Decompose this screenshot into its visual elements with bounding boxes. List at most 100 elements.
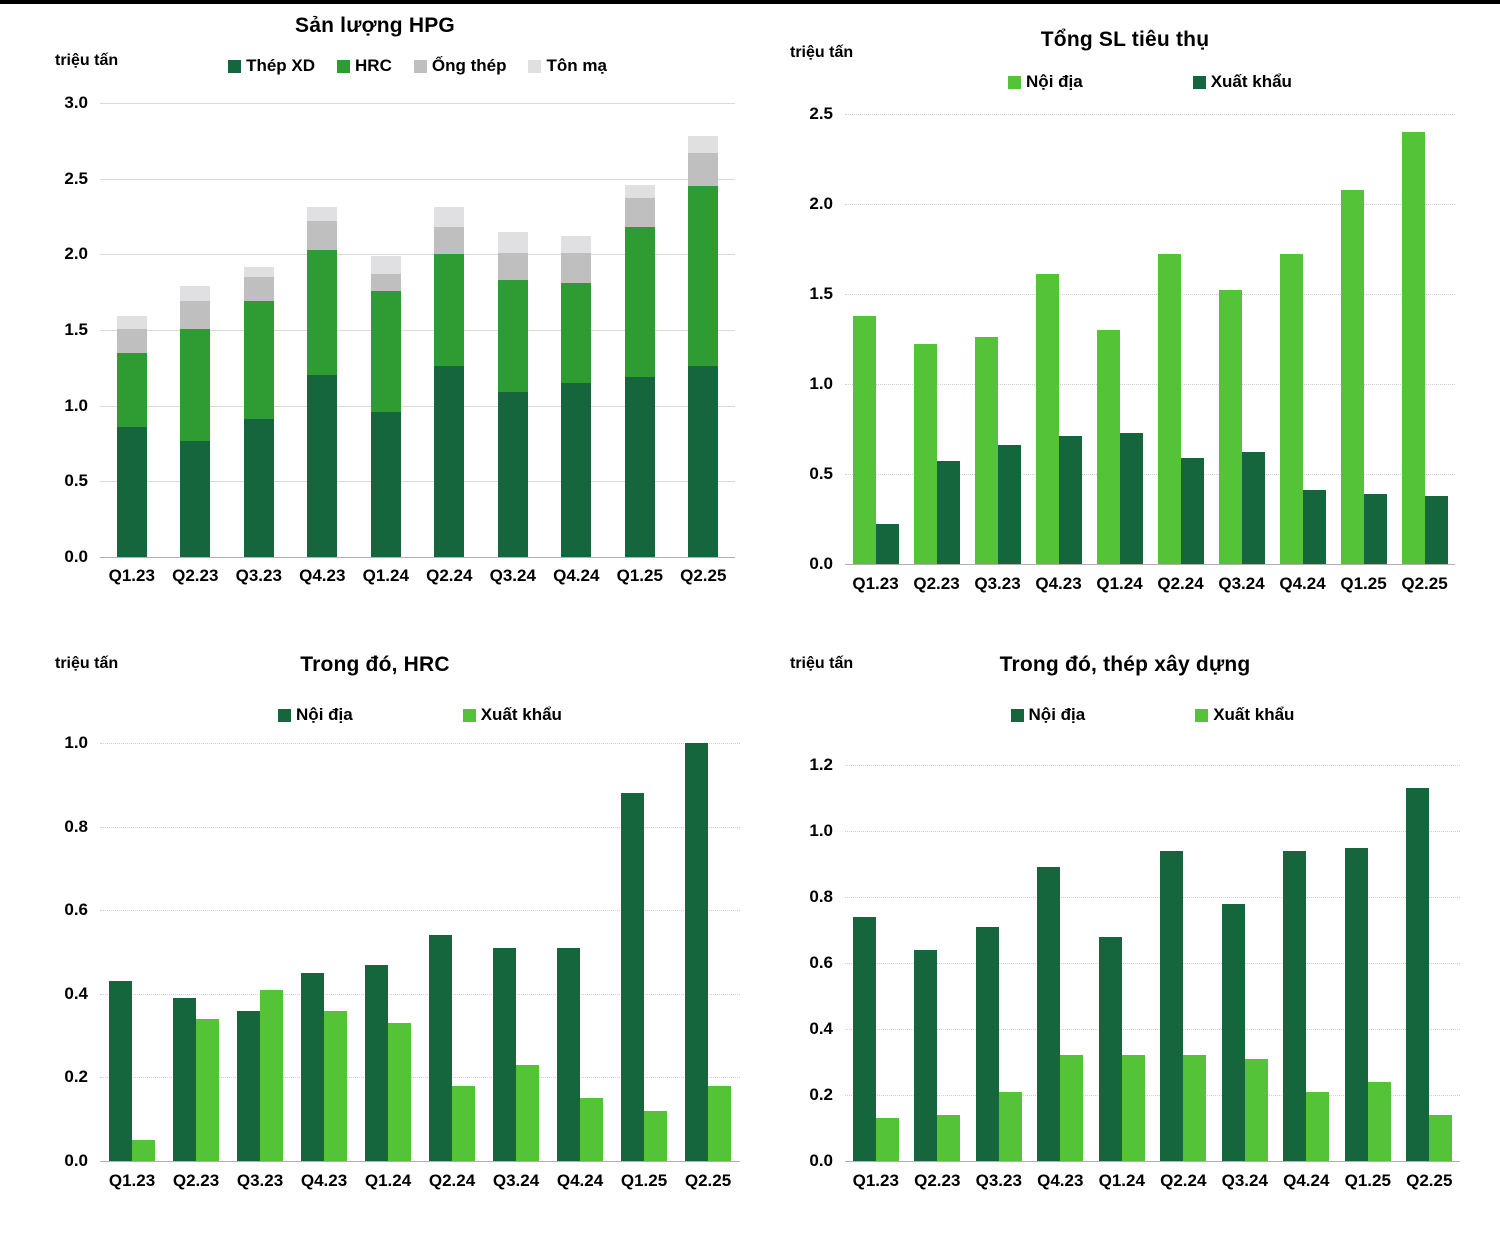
legend-swatch xyxy=(1192,75,1206,89)
bar-group xyxy=(548,743,612,1161)
y-tick-label: 1.0 xyxy=(64,733,88,752)
unit-label: triệu tấn xyxy=(55,655,119,672)
chart-title: Sản lượng HPG xyxy=(295,14,455,37)
bar-group xyxy=(1399,765,1461,1161)
x-tick-label: Q1.25 xyxy=(1340,574,1387,593)
bar-group xyxy=(291,103,355,557)
bar-group xyxy=(1211,114,1272,564)
bar-segment xyxy=(307,375,338,557)
bar-group xyxy=(1030,765,1092,1161)
bar-group xyxy=(484,743,548,1161)
gridline xyxy=(100,743,740,744)
bar xyxy=(1183,1055,1207,1161)
bar-segment xyxy=(688,152,719,187)
chart-title: Tổng SL tiêu thụ xyxy=(1040,28,1210,51)
bar-group xyxy=(228,743,292,1161)
legend-item: Nội địa xyxy=(278,705,353,725)
legend-item: Thép XD xyxy=(228,56,315,76)
legend-item: Nội địa xyxy=(1010,705,1085,725)
bar-segment xyxy=(116,328,147,353)
bar-group xyxy=(1091,765,1153,1161)
bar-segment xyxy=(116,316,147,329)
bar-group xyxy=(1394,114,1455,564)
bar-group xyxy=(1276,765,1338,1161)
legend: Nội địa Xuất khẩu xyxy=(100,705,740,725)
bar xyxy=(452,1085,475,1161)
gridline xyxy=(845,474,1455,475)
bar-segment xyxy=(434,227,465,255)
bar-group xyxy=(481,103,545,557)
y-tick-label: 0.2 xyxy=(64,1067,88,1087)
stacked-bar xyxy=(116,316,147,557)
bar xyxy=(1244,1058,1268,1161)
bar xyxy=(1098,936,1122,1161)
plot-area: 0.0 0.2 0.4 0.6 0.8 1.0 xyxy=(64,733,740,1170)
legend-item: Xuất khẩu xyxy=(1195,705,1294,725)
bar xyxy=(301,972,324,1161)
bar-group xyxy=(1337,765,1399,1161)
y-tick-label: 0.0 xyxy=(64,547,88,566)
stacked-bar xyxy=(243,266,274,557)
bar xyxy=(621,793,644,1161)
bar-segment xyxy=(497,280,528,392)
x-tick-label: Q1.24 xyxy=(1098,1171,1145,1190)
bar-segment xyxy=(180,440,211,557)
x-tick-label: Q1.24 xyxy=(362,566,409,585)
legend-swatch xyxy=(1195,708,1209,722)
bar-segment xyxy=(434,254,465,367)
y-tick-label: 0.5 xyxy=(64,471,88,491)
bar-group xyxy=(292,743,356,1161)
bar-group xyxy=(354,103,418,557)
y-tick-label: 0.8 xyxy=(809,887,833,906)
bar xyxy=(493,947,516,1161)
gridline xyxy=(100,1077,740,1079)
bar xyxy=(1363,493,1387,564)
gridline xyxy=(100,103,735,104)
panel-construction-steel: triệu tấn Trong đó, thép xây dựng Nội đị… xyxy=(750,625,1500,1243)
x-tick-label: Q3.24 xyxy=(1221,1171,1268,1190)
y-tick-label: 2.5 xyxy=(809,104,833,123)
bar xyxy=(1241,452,1265,564)
x-tick-label: Q2.24 xyxy=(426,566,473,585)
bar xyxy=(132,1140,155,1161)
bar-segment xyxy=(561,383,592,557)
bar-segment xyxy=(561,283,592,383)
bar xyxy=(1429,1114,1453,1161)
legend-label: Xuất khẩu xyxy=(1213,705,1295,724)
stacked-bar xyxy=(561,236,592,557)
bar xyxy=(685,743,708,1161)
top-border xyxy=(0,0,1500,4)
bar xyxy=(1121,1055,1145,1161)
bar-segment xyxy=(307,207,338,222)
legend-label: Ống thép xyxy=(431,56,507,75)
gridline xyxy=(845,765,1460,766)
legend-label: Xuất khẩu xyxy=(1210,72,1292,91)
legend: Thép XD HRC Ống thép Tôn mạ xyxy=(100,56,735,76)
y-tick-label: 0.0 xyxy=(64,1151,88,1170)
x-tick-label: Q1.25 xyxy=(1344,1171,1391,1190)
chart-title: Trong đó, HRC xyxy=(300,653,450,676)
bar xyxy=(937,1114,961,1161)
y-tick-label: 0.6 xyxy=(809,953,833,972)
stacked-bar xyxy=(688,136,719,557)
x-tick-label: Q1.23 xyxy=(852,1171,899,1190)
bar xyxy=(429,935,452,1161)
legend-label: Nội địa xyxy=(1026,72,1083,91)
unit-label: triệu tấn xyxy=(790,44,854,61)
y-tick-label: 1.0 xyxy=(809,821,833,840)
bar-group xyxy=(612,743,676,1161)
y-tick-label: 0.2 xyxy=(809,1085,833,1104)
bar-segment xyxy=(370,255,401,275)
y-tick-label: 1.2 xyxy=(809,755,833,774)
x-tick-label: Q3.23 xyxy=(974,574,1021,593)
bars-layer xyxy=(100,743,740,1161)
panel-total-consumption: triệu tấn Tổng SL tiêu thụ Nội địa Xuất k… xyxy=(750,4,1500,625)
bar xyxy=(324,1010,347,1161)
gridline xyxy=(845,1095,1460,1096)
x-tick-label: Q4.24 xyxy=(1283,1171,1330,1190)
bar-segment xyxy=(434,207,465,228)
x-axis-line xyxy=(100,557,735,558)
bar-group xyxy=(1028,114,1089,564)
x-tick-label: Q2.23 xyxy=(914,1171,961,1190)
y-tick-label: 0.5 xyxy=(809,464,833,483)
